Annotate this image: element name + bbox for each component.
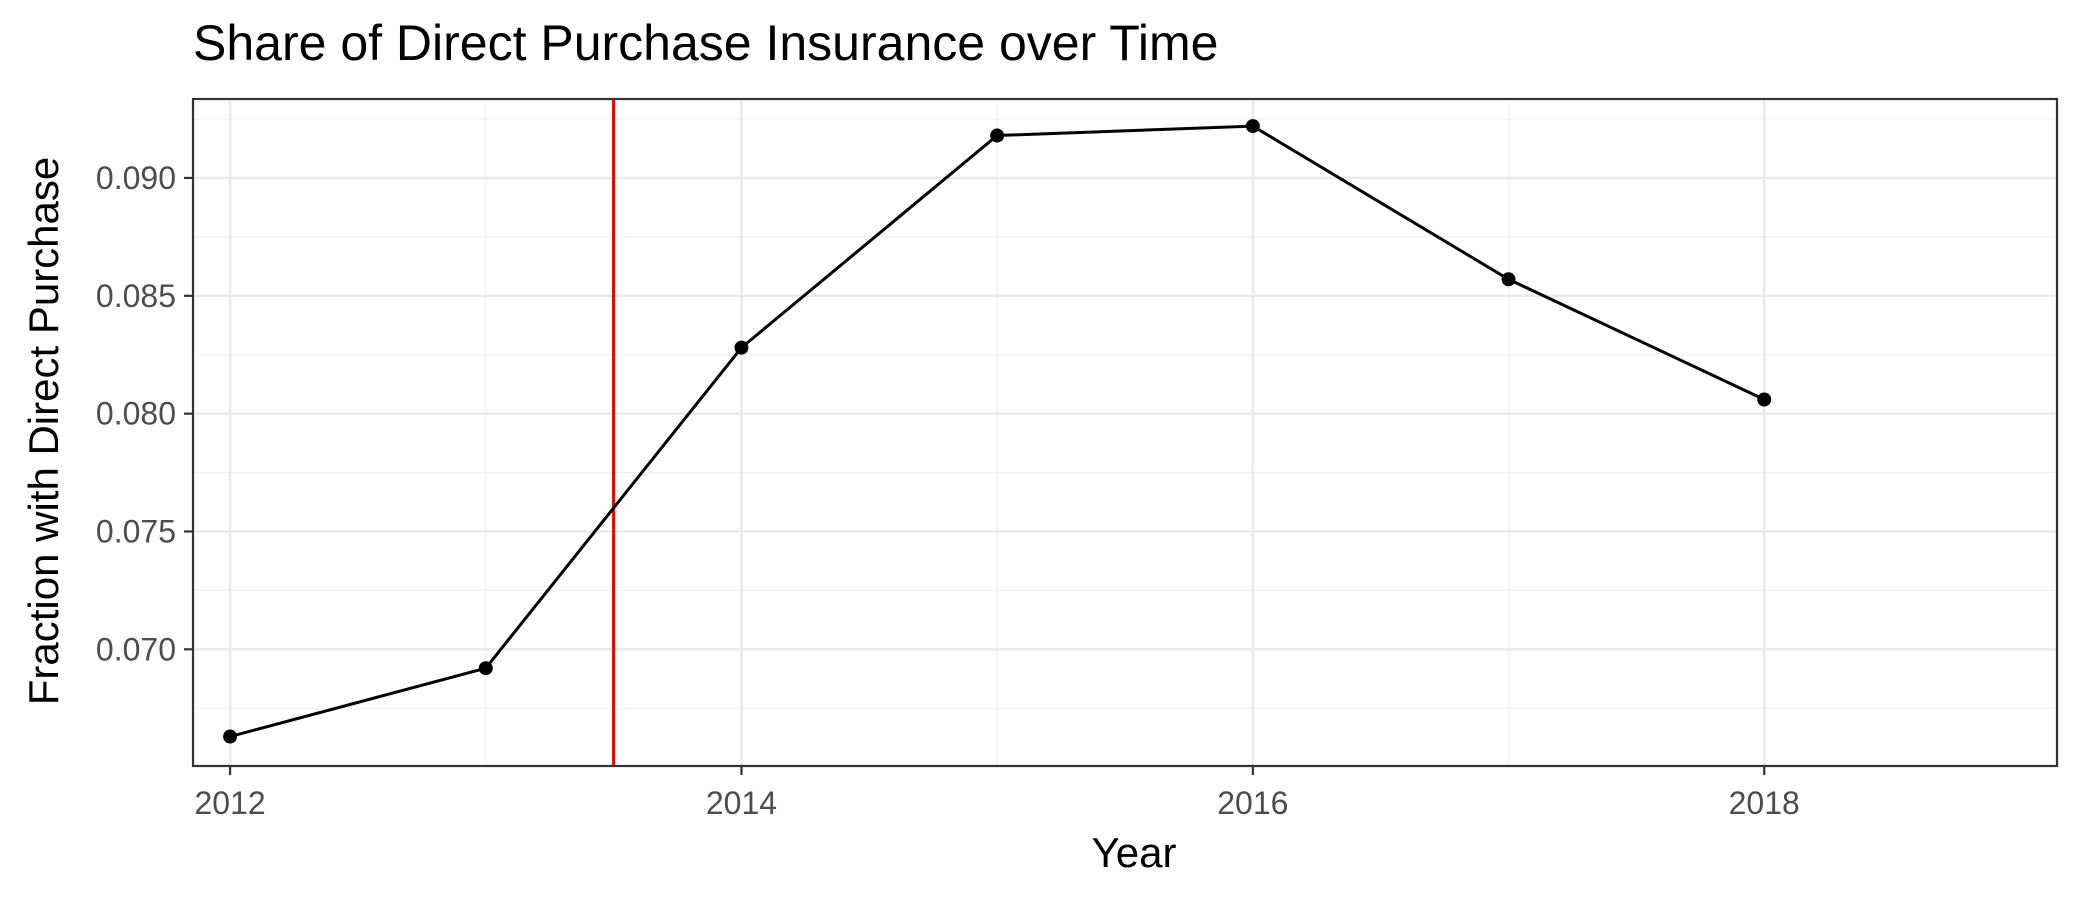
y-tick-label: 0.090 xyxy=(96,160,176,196)
x-tick-label: 2018 xyxy=(1729,785,1800,821)
plot-panel xyxy=(191,97,2059,768)
y-tick-label: 0.075 xyxy=(96,513,176,549)
x-tick-label: 2014 xyxy=(706,785,777,821)
y-axis-title: Fraction with Direct Purchase xyxy=(20,157,67,706)
x-tick-label: 2012 xyxy=(194,785,265,821)
y-tick-label: 0.085 xyxy=(96,278,176,314)
data-point xyxy=(223,729,238,744)
panel-border xyxy=(191,97,2059,768)
data-point xyxy=(1245,119,1260,134)
x-tick-label: 2016 xyxy=(1217,785,1288,821)
y-tick-label: 0.070 xyxy=(96,631,176,667)
y-tick-label: 0.080 xyxy=(96,396,176,432)
chart-title: Share of Direct Purchase Insurance over … xyxy=(193,15,1218,71)
data-point xyxy=(1757,392,1772,407)
data-point xyxy=(734,340,749,355)
x-axis-title: Year xyxy=(1092,829,1177,876)
data-point xyxy=(990,128,1005,143)
data-point xyxy=(1501,272,1516,287)
data-point xyxy=(478,661,493,676)
